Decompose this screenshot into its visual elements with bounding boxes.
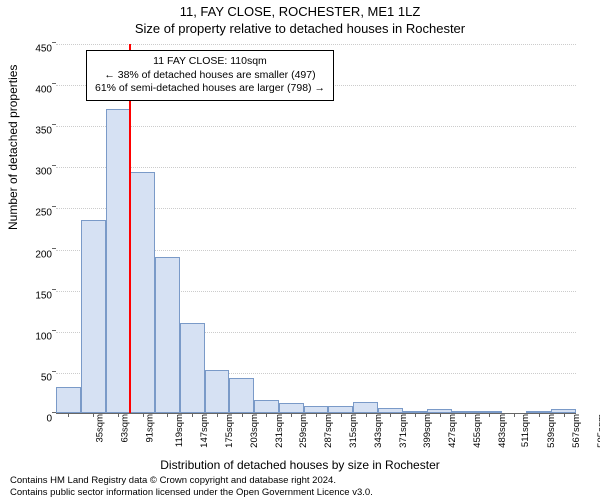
x-tick-label: 119sqm <box>174 414 185 447</box>
y-tick-label: 400 <box>22 85 52 96</box>
x-tick-mark <box>266 413 267 417</box>
x-axis-label: Distribution of detached houses by size … <box>0 458 600 472</box>
y-tick-mark <box>52 206 56 207</box>
attribution-footer: Contains HM Land Registry data © Crown c… <box>10 475 590 498</box>
histogram-bar <box>205 370 230 413</box>
y-tick-label: 350 <box>22 126 52 137</box>
x-tick-mark <box>415 413 416 417</box>
y-tick-mark <box>52 289 56 290</box>
x-tick-label: 259sqm <box>298 414 309 448</box>
footer-line-2: Contains public sector information licen… <box>10 487 590 498</box>
x-tick-label: 483sqm <box>496 414 507 448</box>
x-tick-label: 231sqm <box>274 414 285 448</box>
histogram-bar <box>279 403 304 413</box>
y-tick-mark <box>52 165 56 166</box>
x-tick-label: 427sqm <box>447 414 458 448</box>
x-tick-label: 175sqm <box>224 414 235 448</box>
x-tick-mark <box>465 413 466 417</box>
y-tick-label: 300 <box>22 167 52 178</box>
x-tick-mark <box>489 413 490 417</box>
x-tick-label: 455sqm <box>472 414 483 448</box>
x-tick-label: 595sqm <box>595 414 600 448</box>
chart-header: 11, FAY CLOSE, ROCHESTER, ME1 1LZ Size o… <box>0 0 600 36</box>
x-tick-label: 539sqm <box>546 414 557 448</box>
y-tick-label: 450 <box>22 44 52 55</box>
x-tick-mark <box>242 413 243 417</box>
grid-line <box>56 126 576 127</box>
histogram-bar <box>180 323 205 413</box>
y-tick-mark <box>52 371 56 372</box>
x-tick-label: 567sqm <box>571 414 582 448</box>
y-tick-label: 0 <box>22 414 52 425</box>
y-tick-label: 200 <box>22 249 52 260</box>
x-tick-label: 203sqm <box>249 414 260 448</box>
x-tick-mark <box>514 413 515 417</box>
x-tick-mark <box>143 413 144 417</box>
y-tick-label: 150 <box>22 290 52 301</box>
x-tick-label: 35sqm <box>95 414 106 443</box>
y-axis-label: Number of detached properties <box>6 65 20 230</box>
x-tick-mark <box>539 413 540 417</box>
y-tick-mark <box>52 83 56 84</box>
histogram-bar <box>229 378 254 413</box>
x-tick-label: 511sqm <box>520 414 531 447</box>
y-tick-label: 100 <box>22 331 52 342</box>
y-tick-label: 250 <box>22 208 52 219</box>
footer-line-1: Contains HM Land Registry data © Crown c… <box>10 475 590 486</box>
histogram-bar <box>130 172 155 413</box>
grid-line <box>56 167 576 168</box>
x-tick-label: 287sqm <box>323 414 334 448</box>
x-tick-label: 147sqm <box>199 414 210 448</box>
title-address: 11, FAY CLOSE, ROCHESTER, ME1 1LZ <box>0 4 600 19</box>
histogram-bar <box>56 387 81 413</box>
x-tick-label: 399sqm <box>422 414 433 448</box>
annotation-line: 61% of semi-detached houses are larger (… <box>95 82 325 96</box>
histogram-bar <box>254 400 279 413</box>
annotation-box: 11 FAY CLOSE: 110sqm← 38% of detached ho… <box>86 50 334 101</box>
x-tick-label: 343sqm <box>373 414 384 448</box>
x-tick-label: 63sqm <box>120 414 131 443</box>
histogram-bar <box>81 220 106 413</box>
x-tick-mark <box>390 413 391 417</box>
title-subtitle: Size of property relative to detached ho… <box>0 21 600 36</box>
histogram-bar <box>353 402 378 414</box>
y-tick-mark <box>52 248 56 249</box>
x-tick-mark <box>118 413 119 417</box>
x-tick-mark <box>341 413 342 417</box>
annotation-line: ← 38% of detached houses are smaller (49… <box>95 69 325 83</box>
x-tick-label: 91sqm <box>144 414 155 443</box>
x-tick-mark <box>68 413 69 417</box>
x-tick-label: 315sqm <box>348 414 359 448</box>
grid-line <box>56 44 576 45</box>
histogram-bar <box>304 406 329 413</box>
x-tick-mark <box>316 413 317 417</box>
x-tick-mark <box>291 413 292 417</box>
y-tick-mark <box>52 124 56 125</box>
x-tick-mark <box>440 413 441 417</box>
y-tick-mark <box>52 42 56 43</box>
x-tick-mark <box>93 413 94 417</box>
x-tick-mark <box>217 413 218 417</box>
histogram-bar <box>155 257 180 413</box>
y-tick-mark <box>52 330 56 331</box>
histogram-plot: 05010015020025030035040045035sqm63sqm91s… <box>56 44 576 414</box>
x-tick-mark <box>167 413 168 417</box>
x-tick-mark <box>564 413 565 417</box>
x-tick-mark <box>366 413 367 417</box>
histogram-bar <box>106 109 131 413</box>
annotation-line: 11 FAY CLOSE: 110sqm <box>95 55 325 69</box>
y-tick-label: 50 <box>22 372 52 383</box>
x-tick-mark <box>192 413 193 417</box>
x-tick-label: 371sqm <box>397 414 408 448</box>
